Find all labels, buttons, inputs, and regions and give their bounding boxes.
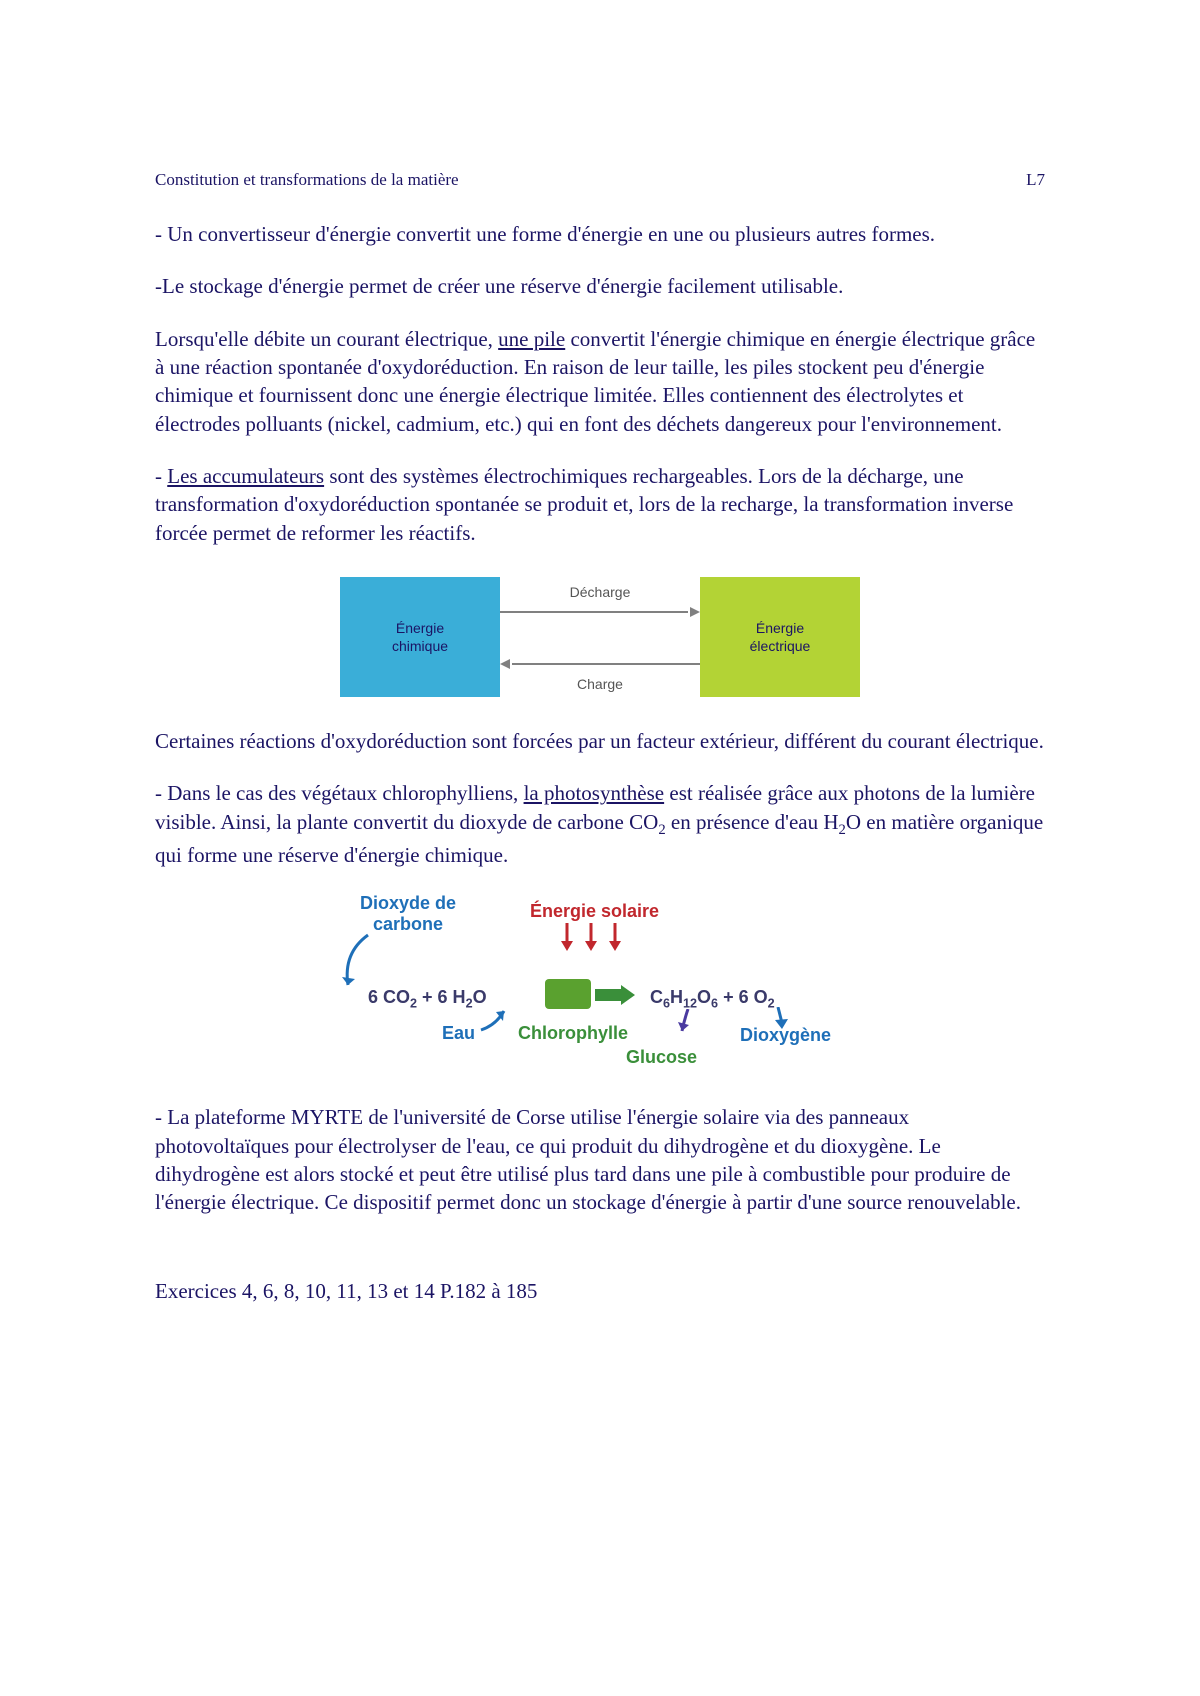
paragraph-3: Lorsqu'elle débite un courant électrique…	[155, 325, 1045, 438]
page-header: Constitution et transformations de la ma…	[155, 170, 1045, 190]
p3-underline: une pile	[498, 327, 565, 351]
energy-box-chemical: Énergiechimique	[340, 577, 500, 697]
reaction-arrow-icon	[595, 985, 635, 1005]
header-right: L7	[1026, 170, 1045, 190]
discharge-label: Décharge	[570, 583, 631, 602]
charge-label: Charge	[577, 675, 623, 694]
equation-right: C6H12O6 + 6 O2	[650, 985, 775, 1013]
p6-sub2b: 2	[839, 822, 846, 838]
paragraph-1: - Un convertisseur d'énergie convertit u…	[155, 220, 1045, 248]
energy-box-electric: Énergieélectrique	[700, 577, 860, 697]
p6-underline: la photosynthèse	[524, 781, 665, 805]
p6-sub2: 2	[658, 822, 665, 838]
eau-label: Eau	[442, 1021, 475, 1045]
solar-label: Énergie solaire	[530, 899, 659, 923]
paragraph-5: Certaines réactions d'oxydoréduction son…	[155, 727, 1045, 755]
p6-c: en présence d'eau H	[666, 810, 839, 834]
p4-a: -	[155, 464, 167, 488]
charge-arrow-head	[500, 659, 510, 669]
header-left: Constitution et transformations de la ma…	[155, 170, 459, 190]
paragraph-7: - La plateforme MYRTE de l'université de…	[155, 1103, 1045, 1216]
discharge-arrow-line	[500, 611, 688, 613]
photosynthesis-diagram: Dioxyde decarbone Énergie solaire 6 CO2 …	[320, 893, 880, 1083]
eau-arrow-icon	[478, 1005, 512, 1033]
exercises-line: Exercices 4, 6, 8, 10, 11, 13 et 14 P.18…	[155, 1277, 1045, 1305]
co2-arrow-icon	[338, 933, 378, 993]
body-text: - Un convertisseur d'énergie convertit u…	[155, 220, 1045, 1305]
energy-box-chemical-label: Énergiechimique	[392, 619, 448, 655]
p3-a: Lorsqu'elle débite un courant électrique…	[155, 327, 498, 351]
paragraph-4: - Les accumulateurs sont des systèmes él…	[155, 462, 1045, 547]
paragraph-6: - Dans le cas des végétaux chlorophyllie…	[155, 779, 1045, 869]
chlorophylle-label: Chlorophylle	[518, 1021, 628, 1045]
energy-arrows: Décharge Charge	[500, 577, 700, 697]
equation-left: 6 CO2 + 6 H2O	[368, 985, 487, 1013]
co2-label: Dioxyde decarbone	[360, 893, 456, 934]
discharge-arrow-head	[690, 607, 700, 617]
glucose-label: Glucose	[626, 1045, 697, 1069]
glucose-arrow-icon	[678, 1009, 698, 1039]
energy-diagram: Énergiechimique Décharge Charge Énergieé…	[340, 577, 860, 697]
leaf-icon	[545, 979, 591, 1009]
energy-box-electric-label: Énergieélectrique	[750, 619, 811, 655]
p6-a: - Dans le cas des végétaux chlorophyllie…	[155, 781, 524, 805]
charge-arrow-line	[512, 663, 700, 665]
p4-underline: Les accumulateurs	[167, 464, 324, 488]
dioxygene-label: Dioxygène	[740, 1023, 831, 1047]
solar-arrows-icon	[555, 923, 635, 953]
paragraph-2: -Le stockage d'énergie permet de créer u…	[155, 272, 1045, 300]
document-page: Constitution et transformations de la ma…	[0, 0, 1200, 1696]
